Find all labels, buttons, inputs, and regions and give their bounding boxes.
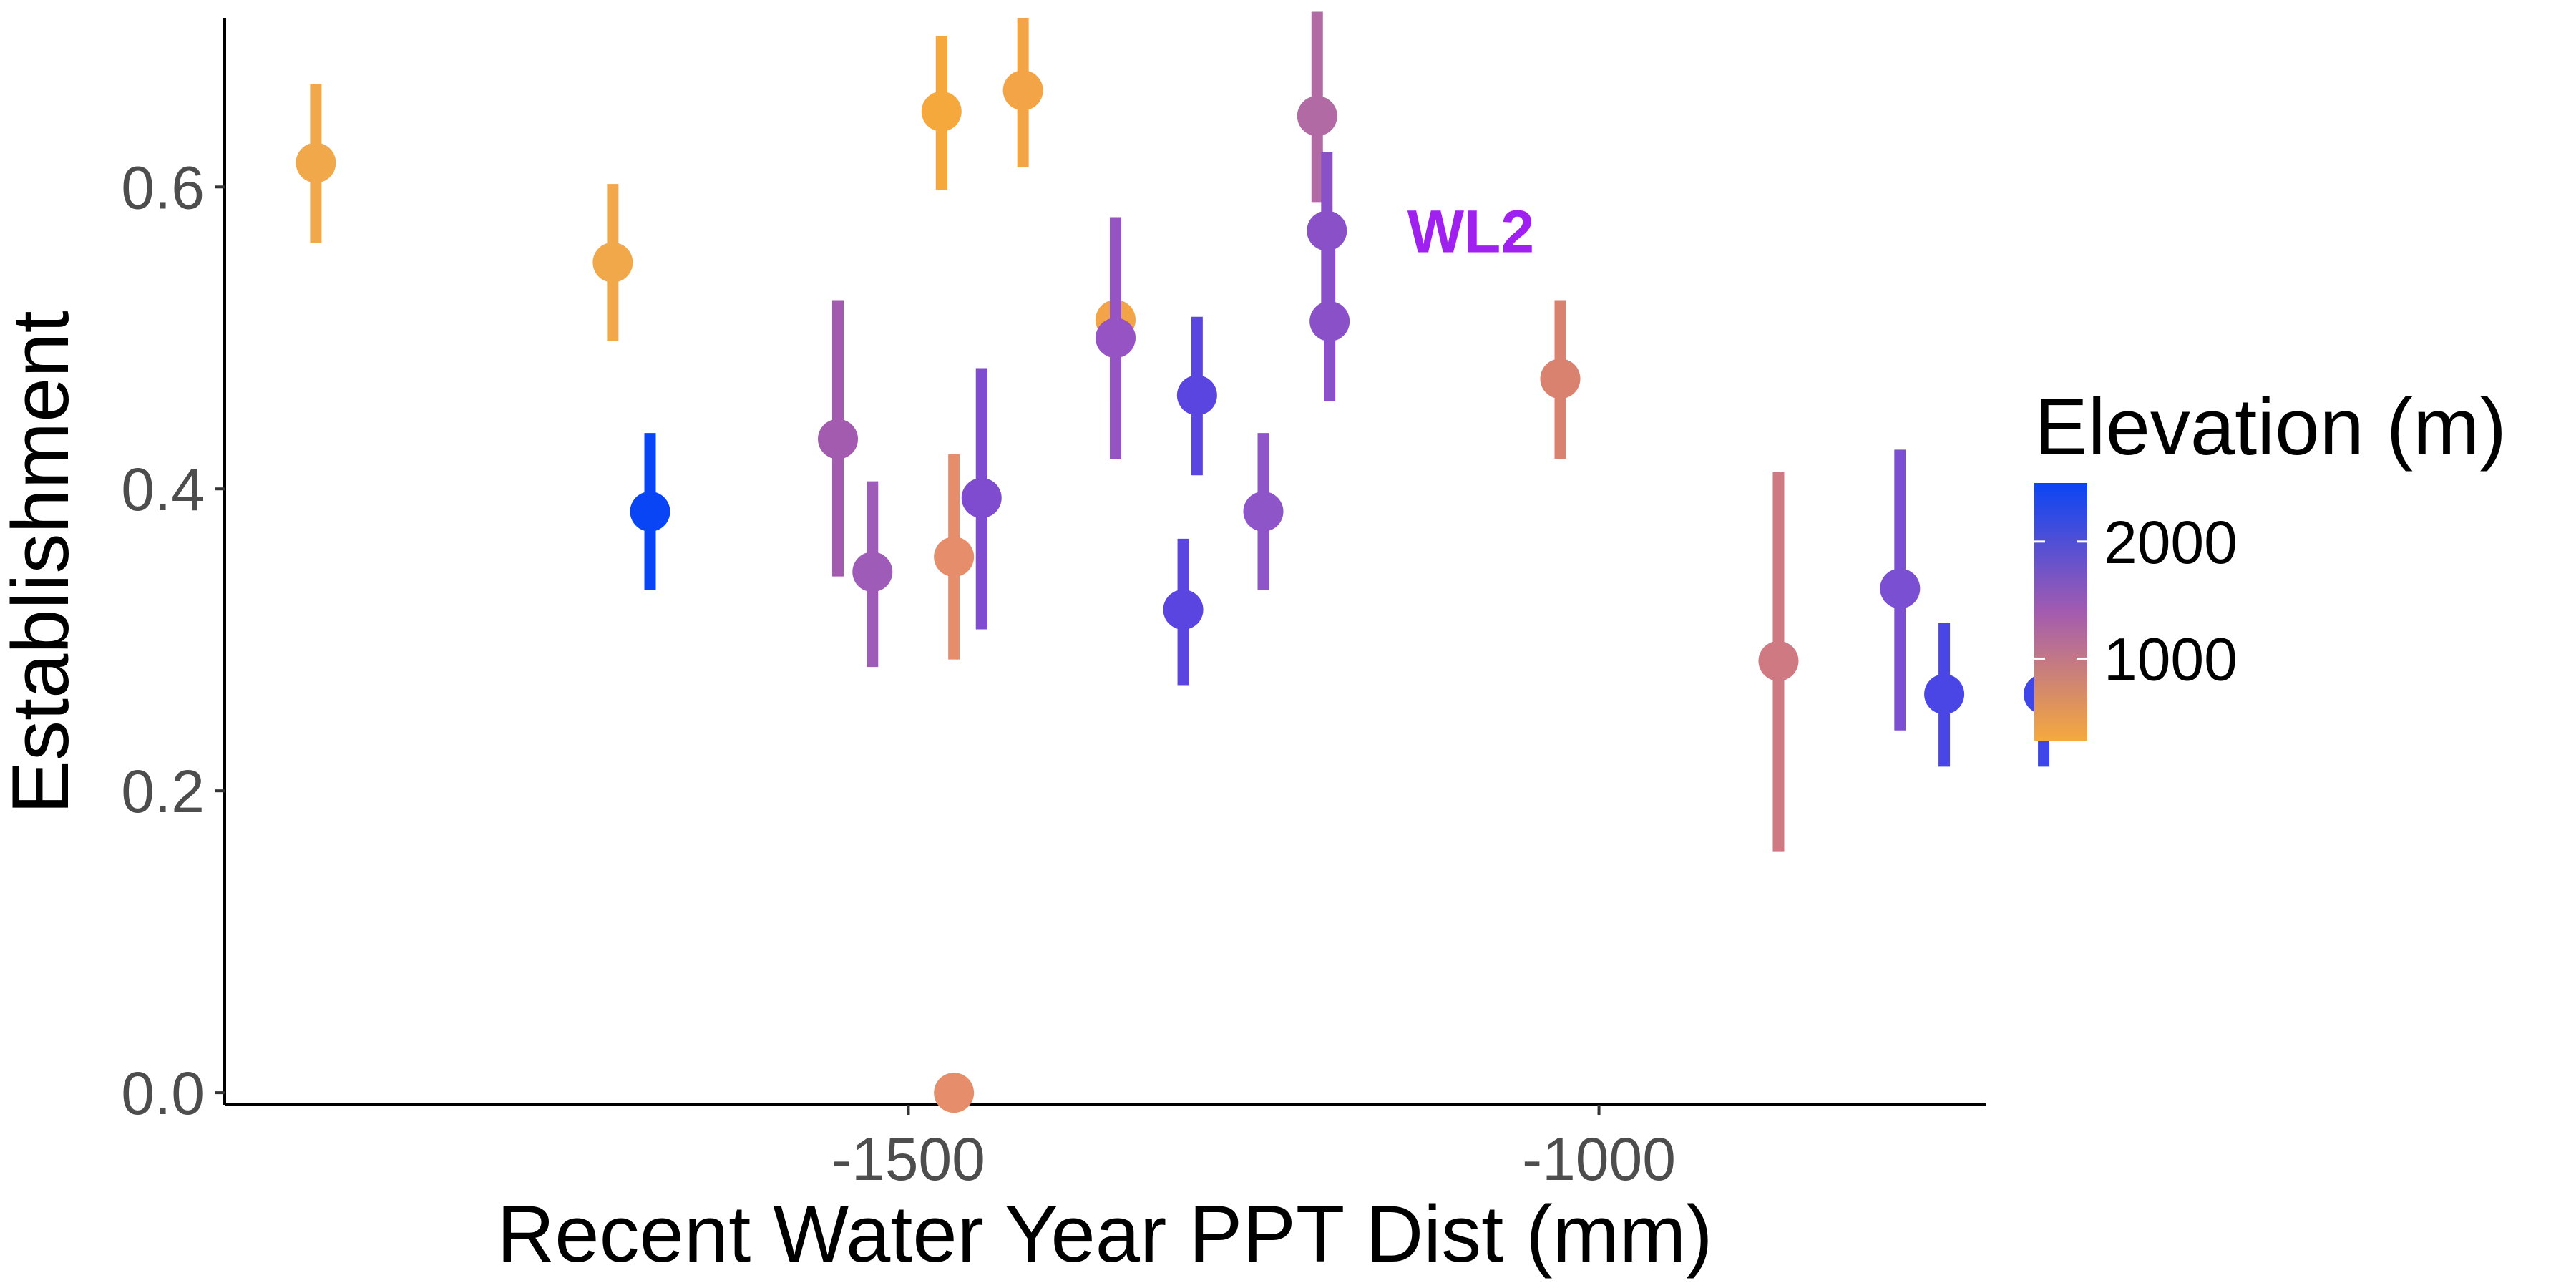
data-point	[1163, 590, 1204, 630]
data-point	[592, 242, 633, 283]
data-point	[934, 1073, 975, 1113]
data-point	[630, 491, 670, 532]
x-tick-label: -1500	[831, 1126, 985, 1193]
legend-colorbar	[2034, 483, 2087, 741]
legend-tick-label: 2000	[2104, 509, 2238, 576]
data-point	[1176, 375, 1217, 416]
x-tick-label: -1000	[1522, 1126, 1676, 1193]
data-point	[1880, 568, 1921, 609]
annotations: WL2	[1407, 197, 1534, 265]
y-tick-label: 0.0	[121, 1060, 205, 1127]
x-ticks: -1500 -1000	[831, 1105, 1676, 1193]
data-point	[934, 537, 975, 577]
data-point	[1095, 318, 1136, 358]
legend: Elevation (m) 2000 1000	[2034, 382, 2507, 741]
data-point	[296, 142, 336, 183]
y-tick-label: 0.4	[121, 456, 205, 523]
legend-title: Elevation (m)	[2034, 382, 2507, 472]
legend-tick-label: 1000	[2104, 625, 2238, 693]
legend-ticks: 2000 1000	[2034, 509, 2238, 693]
data-point	[1243, 491, 1284, 532]
data-point	[818, 419, 859, 459]
data-point	[1002, 70, 1043, 111]
y-ticks: 0.0 0.2 0.4 0.6	[121, 154, 225, 1127]
x-axis-title: Recent Water Year PPT Dist (mm)	[497, 1189, 1712, 1279]
data-point	[1758, 640, 1799, 681]
y-tick-label: 0.6	[121, 154, 205, 221]
annotation-label: WL2	[1407, 197, 1534, 265]
data-point	[1540, 358, 1581, 399]
data-marks	[296, 11, 2064, 1113]
data-point	[961, 477, 1002, 518]
data-point	[1924, 674, 1965, 715]
data-point	[1309, 301, 1350, 342]
y-axis-title: Establishment	[0, 311, 85, 814]
data-point	[921, 91, 962, 132]
data-point	[1307, 210, 1347, 251]
y-tick-label: 0.2	[121, 758, 205, 825]
data-point	[1297, 96, 1337, 137]
data-point	[852, 552, 893, 592]
